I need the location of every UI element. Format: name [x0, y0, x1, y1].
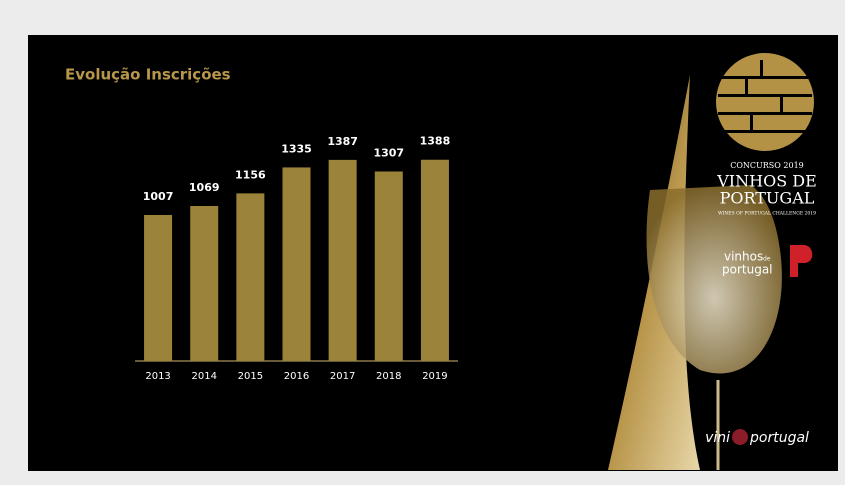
- value-label: 1069: [189, 181, 220, 194]
- logo-circle: [716, 53, 814, 151]
- value-label: 1307: [373, 146, 404, 159]
- value-label: 1388: [420, 135, 451, 148]
- logo-p: [790, 245, 813, 277]
- chart-title: Evolução Inscrições: [65, 66, 231, 84]
- x-tick-label: 2019: [422, 371, 447, 382]
- x-tick-label: 2013: [145, 371, 170, 382]
- footer-emblem: [732, 429, 748, 445]
- brand-line2: PORTUGAL: [720, 189, 815, 208]
- wine-glass: [646, 185, 782, 374]
- footer-left: vini: [705, 430, 730, 446]
- bar: [236, 193, 265, 361]
- footer-right: portugal: [749, 430, 809, 446]
- bar: [328, 159, 357, 361]
- logo-bricks: [718, 60, 812, 133]
- bar: [374, 171, 403, 361]
- value-label: 1156: [235, 168, 266, 181]
- bar: [420, 159, 449, 361]
- contest: CONCURSO 2019: [730, 161, 804, 170]
- logo-bottom: portugal: [722, 263, 773, 277]
- value-label: 1387: [327, 135, 358, 148]
- x-tick-label: 2015: [238, 371, 263, 382]
- logo-top: vinhos: [724, 250, 763, 264]
- x-tick-label: 2018: [376, 371, 401, 382]
- x-tick-label: 2016: [284, 371, 309, 382]
- bar: [282, 167, 311, 361]
- x-tick-label: 2014: [191, 371, 216, 382]
- value-label: 1335: [281, 142, 312, 155]
- tagline: WINES OF PORTUGAL CHALLENGE 2019: [718, 211, 816, 217]
- value-label: 1007: [143, 190, 174, 203]
- bar: [144, 214, 173, 361]
- brand-line1: VINHOS DE: [716, 172, 817, 191]
- bar: [190, 205, 219, 361]
- logo-de: de: [763, 256, 771, 263]
- x-tick-label: 2017: [330, 371, 355, 382]
